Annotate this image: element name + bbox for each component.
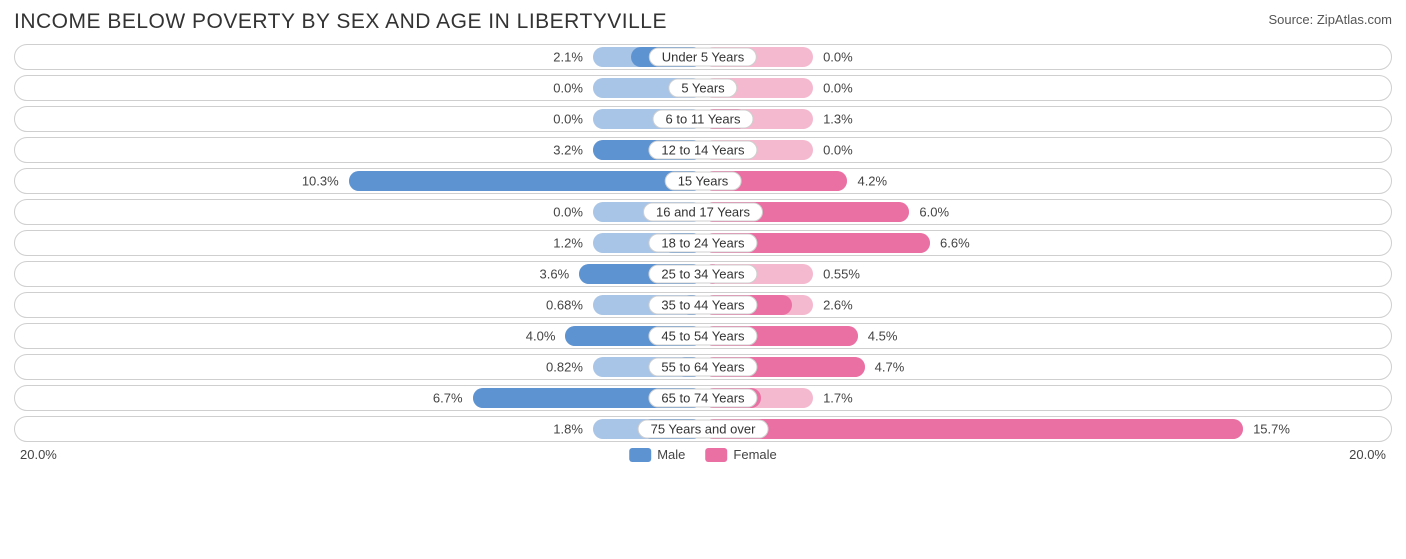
- male-value: 3.2%: [553, 143, 583, 158]
- female-value: 1.3%: [823, 112, 853, 127]
- table-row: 4.0% 4.5% 45 to 54 Years: [14, 323, 1392, 349]
- category-label: 12 to 14 Years: [648, 141, 757, 160]
- table-row: 3.2% 0.0% 12 to 14 Years: [14, 137, 1392, 163]
- female-value: 0.55%: [823, 267, 860, 282]
- table-row: 10.3% 4.2% 15 Years: [14, 168, 1392, 194]
- chart-rows: 2.1%0.0%Under 5 Years0.0%0.0%5 Years0.0%…: [14, 44, 1392, 442]
- axis-left-label: 20.0%: [20, 447, 57, 462]
- legend-female-label: Female: [733, 448, 776, 463]
- table-row: 2.1% 0.0% Under 5 Years: [14, 44, 1392, 70]
- male-value: 2.1%: [553, 50, 583, 65]
- female-value: 0.0%: [823, 143, 853, 158]
- table-row: 0.82% 4.7% 55 to 64 Years: [14, 354, 1392, 380]
- table-row: 0.68% 2.6% 35 to 44 Years: [14, 292, 1392, 318]
- table-row: 3.6% 0.55% 25 to 34 Years: [14, 261, 1392, 287]
- category-label: 25 to 34 Years: [648, 265, 757, 284]
- chart-footer: 20.0% Male Female 20.0%: [14, 447, 1392, 467]
- category-label: 6 to 11 Years: [653, 110, 754, 129]
- table-row: 1.8% 15.7% 75 Years and over: [14, 416, 1392, 442]
- legend-male: Male: [629, 446, 685, 462]
- legend-female: Female: [705, 446, 776, 462]
- female-value: 2.6%: [823, 298, 853, 313]
- category-label: 5 Years: [668, 79, 737, 98]
- female-bar: [703, 419, 1243, 439]
- female-value: 1.7%: [823, 391, 853, 406]
- category-label: 15 Years: [665, 172, 742, 191]
- male-value: 0.0%: [553, 81, 583, 96]
- category-label: 45 to 54 Years: [648, 327, 757, 346]
- legend-female-swatch: [705, 448, 727, 462]
- chart-header: INCOME BELOW POVERTY BY SEX AND AGE IN L…: [14, 10, 1392, 34]
- female-value: 4.2%: [857, 174, 887, 189]
- table-row: 1.2% 6.6% 18 to 24 Years: [14, 230, 1392, 256]
- male-value: 0.68%: [546, 298, 583, 313]
- table-row: 0.0% 0.0% 5 Years: [14, 75, 1392, 101]
- female-value: 0.0%: [823, 50, 853, 65]
- female-value: 0.0%: [823, 81, 853, 96]
- chart-title: INCOME BELOW POVERTY BY SEX AND AGE IN L…: [14, 10, 667, 34]
- chart-source: Source: ZipAtlas.com: [1268, 10, 1392, 27]
- table-row: 6.7% 1.7% 65 to 74 Years: [14, 385, 1392, 411]
- female-value: 4.7%: [875, 360, 905, 375]
- female-value: 6.6%: [940, 236, 970, 251]
- legend-male-label: Male: [657, 448, 685, 463]
- category-label: 75 Years and over: [638, 420, 769, 439]
- male-bar: [349, 171, 703, 191]
- category-label: 35 to 44 Years: [648, 296, 757, 315]
- table-row: 0.0% 1.3% 6 to 11 Years: [14, 106, 1392, 132]
- female-value: 4.5%: [868, 329, 898, 344]
- male-value: 10.3%: [302, 174, 339, 189]
- table-row: 0.0% 6.0% 16 and 17 Years: [14, 199, 1392, 225]
- male-value: 3.6%: [540, 267, 570, 282]
- male-value: 1.8%: [553, 422, 583, 437]
- axis-right-label: 20.0%: [1349, 447, 1386, 462]
- female-value: 15.7%: [1253, 422, 1290, 437]
- category-label: 16 and 17 Years: [643, 203, 763, 222]
- male-value: 4.0%: [526, 329, 556, 344]
- male-value: 0.0%: [553, 205, 583, 220]
- female-value: 6.0%: [919, 205, 949, 220]
- male-value: 0.0%: [553, 112, 583, 127]
- male-value: 0.82%: [546, 360, 583, 375]
- category-label: 55 to 64 Years: [648, 358, 757, 377]
- male-value: 1.2%: [553, 236, 583, 251]
- male-value: 6.7%: [433, 391, 463, 406]
- legend-male-swatch: [629, 448, 651, 462]
- category-label: 65 to 74 Years: [648, 389, 757, 408]
- category-label: 18 to 24 Years: [648, 234, 757, 253]
- legend: Male Female: [629, 446, 777, 462]
- category-label: Under 5 Years: [649, 48, 757, 67]
